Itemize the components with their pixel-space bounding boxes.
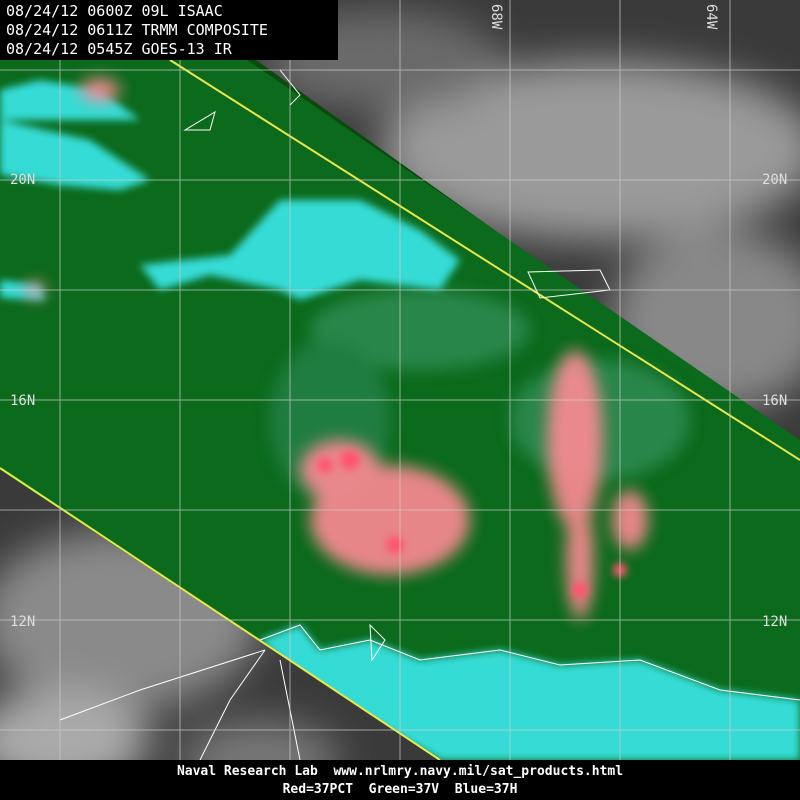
footer-box	[0, 760, 800, 800]
latitude-label: 12N	[762, 614, 787, 630]
header-line: 08/24/12 0611Z TRMM COMPOSITE	[6, 21, 268, 39]
latitude-label: 12N	[10, 614, 35, 630]
header-box	[0, 0, 338, 60]
footer-line: Naval Research Lab www.nrlmry.navy.mil/s…	[177, 764, 623, 779]
coastline	[59, 69, 800, 761]
swath-border	[169, 59, 800, 461]
latitude-label: 16N	[10, 393, 35, 409]
longitude-label: 68W	[488, 4, 504, 30]
latitude-label: 16N	[762, 393, 787, 409]
swath-border	[0, 467, 441, 761]
latitude-label: 20N	[10, 172, 35, 188]
header-line: 08/24/12 0545Z GOES-13 IR	[6, 40, 233, 58]
latitude-label: 20N	[762, 172, 787, 188]
header-line: 08/24/12 0600Z 09L ISAAC	[6, 2, 223, 20]
lat-lon-grid	[0, 0, 800, 760]
footer-line: Red=37PCT Green=37V Blue=37H	[283, 782, 518, 797]
longitude-label: 64W	[703, 4, 719, 30]
